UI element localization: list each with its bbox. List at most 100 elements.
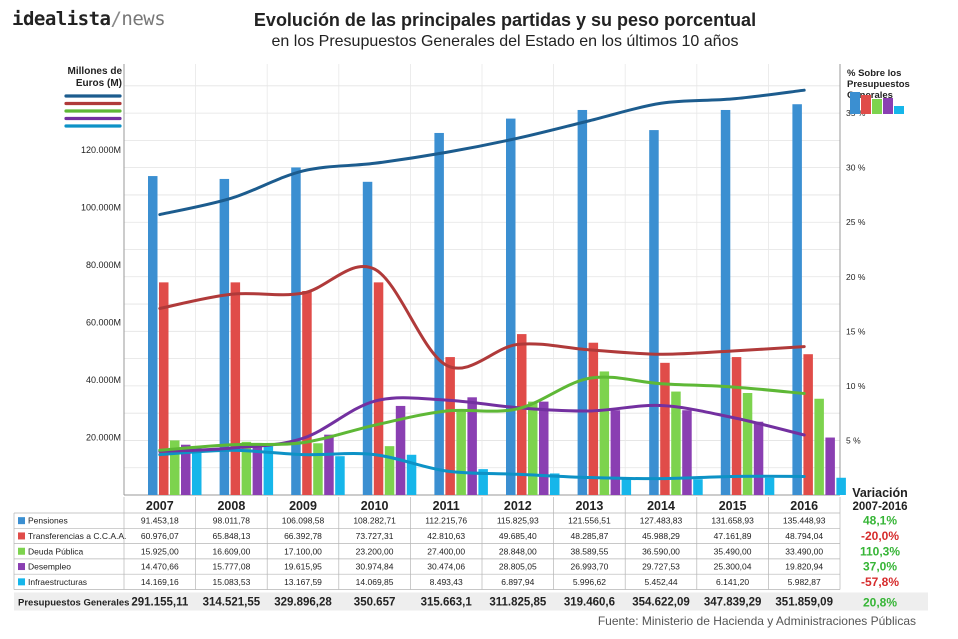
logo-separator: / [110,8,122,30]
table-cell: 17.100,00 [284,546,322,556]
bar-transferencias-a-c-c-a-a-2009 [302,290,312,495]
table-cell: 38.589,55 [570,546,608,556]
y-left-tick-label: 60.000M [86,318,121,328]
variation-value: 48,1% [863,514,897,528]
variation-header: Variación [852,486,908,500]
table-year-header: 2012 [504,499,532,513]
table-year-header: 2009 [289,499,317,513]
y-left-tick-label: 40.000M [86,375,121,385]
bar-transferencias-a-c-c-a-a-2011 [445,357,455,495]
table-cell: 13.167,59 [284,577,322,587]
legend-bar-swatch [883,98,893,114]
bar-pensiones-2011 [434,132,444,495]
table-row-swatch [18,517,25,525]
bar-infraestructuras-2008 [263,446,274,495]
bar-deuda-p-blica-2015 [742,392,753,495]
totals-cell: 354.622,09 [632,597,690,609]
table-row-label: Deuda Pública [28,546,84,556]
bar-deuda-p-blica-2007 [170,440,180,495]
table-cell: 8.493,43 [430,577,463,587]
logo-section: news [121,8,166,30]
table-cell: 15.083,53 [212,577,250,587]
table-cell: 135.448,93 [783,516,826,526]
table-cell: 29.727,53 [642,562,680,572]
totals-band [14,592,928,611]
pct-line-pensiones [158,88,806,217]
legend-bar-swatch [850,92,860,114]
bar-pensiones-2010 [362,181,373,495]
bar-desempleo-2010 [395,405,406,495]
table-cell: 15.925,00 [141,546,179,556]
y-right-tick-label: 30 % [846,163,866,173]
variation-value: 110,3% [860,544,900,558]
table-cell: 14.470,66 [141,562,179,572]
bar-pensiones-2014 [649,130,659,495]
table-year-header: 2013 [575,499,603,513]
bar-deuda-p-blica-2011 [456,411,466,495]
table-cell: 25.300,04 [714,562,752,572]
y-right-tick-label: 10 % [846,381,866,391]
totals-cell: 347.839,29 [704,597,762,609]
bar-deuda-p-blica-2008 [241,441,252,495]
bar-transferencias-a-c-c-a-a-2013 [588,342,599,495]
table-year-header: 2011 [433,499,460,513]
table-cell: 27.400,00 [427,546,465,556]
variation-value: -20,0% [861,529,899,543]
totals-cell: 329.896,28 [274,597,332,609]
table-cell: 127.483,83 [640,516,683,526]
table-cell: 33.490,00 [785,546,823,556]
variation-value: -57,8% [861,575,899,589]
bar-infraestructuras-2013 [621,477,632,495]
table-cell: 49.685,40 [499,531,537,541]
table-cell: 45.988,29 [642,531,680,541]
table-cell: 42.810,63 [427,531,465,541]
y-right-tick-label: 20 % [846,272,866,282]
totals-cell: 291.155,11 [131,597,189,609]
y-left-tick-label: 120.000M [81,145,121,155]
totals-cell: 351.859,09 [775,597,833,609]
bar-desempleo-2014 [682,410,692,495]
table-cell: 19.820,94 [785,562,823,572]
bar-desempleo-2015 [753,421,764,495]
y-axis-left-label: Millones de Euros (M) [67,66,122,89]
bar-deuda-p-blica-2014 [671,391,681,495]
bar-desempleo-2011 [467,397,477,495]
table-cell: 131.658,93 [711,516,754,526]
variation-value: 37,0% [863,560,897,574]
table-row-swatch [18,547,25,555]
bar-infraestructuras-2009 [335,456,345,495]
legend-bar-swatch [861,95,871,114]
table-cell: 23.200,00 [356,546,394,556]
table-cell: 16.609,00 [212,546,250,556]
bar-pensiones-2009 [291,167,301,495]
bar-deuda-p-blica-2009 [313,443,323,495]
table-cell: 60.976,07 [141,531,179,541]
pct-line-deuda-p-blica [158,375,806,452]
y-right-tick-label: 25 % [846,217,866,227]
table-row-label: Infraestructuras [28,577,87,587]
totals-cell: 319.460,6 [564,597,615,609]
table-cell: 28.848,00 [499,546,537,556]
bar-infraestructuras-2015 [764,477,775,495]
bar-infraestructuras-2007 [192,446,202,495]
bar-pensiones-2016 [792,104,802,495]
bar-pensiones-2008 [219,178,230,495]
table-row-swatch [18,532,25,540]
table-row-swatch [18,578,25,586]
table-cell: 14.169,16 [141,577,179,587]
table-cell: 35.490,00 [714,546,752,556]
bar-transferencias-a-c-c-a-a-2016 [803,354,813,495]
totals-cell: 314.521,55 [203,597,261,609]
bar-desempleo-2016 [825,437,835,495]
table-cell: 26.993,70 [570,562,608,572]
bar-transferencias-a-c-c-a-a-2008 [230,282,241,495]
table-row-label: Pensiones [28,516,68,526]
table-cell: 121.556,51 [568,516,611,526]
table-year-header: 2014 [647,499,675,513]
bar-desempleo-2013 [610,410,621,495]
table-cell: 28.805,05 [499,562,537,572]
table-cell: 14.069,85 [356,577,394,587]
variation-header-range: 2007-2016 [853,501,908,513]
totals-cell: 315.663,1 [421,597,473,609]
table-year-header: 2010 [361,499,389,513]
